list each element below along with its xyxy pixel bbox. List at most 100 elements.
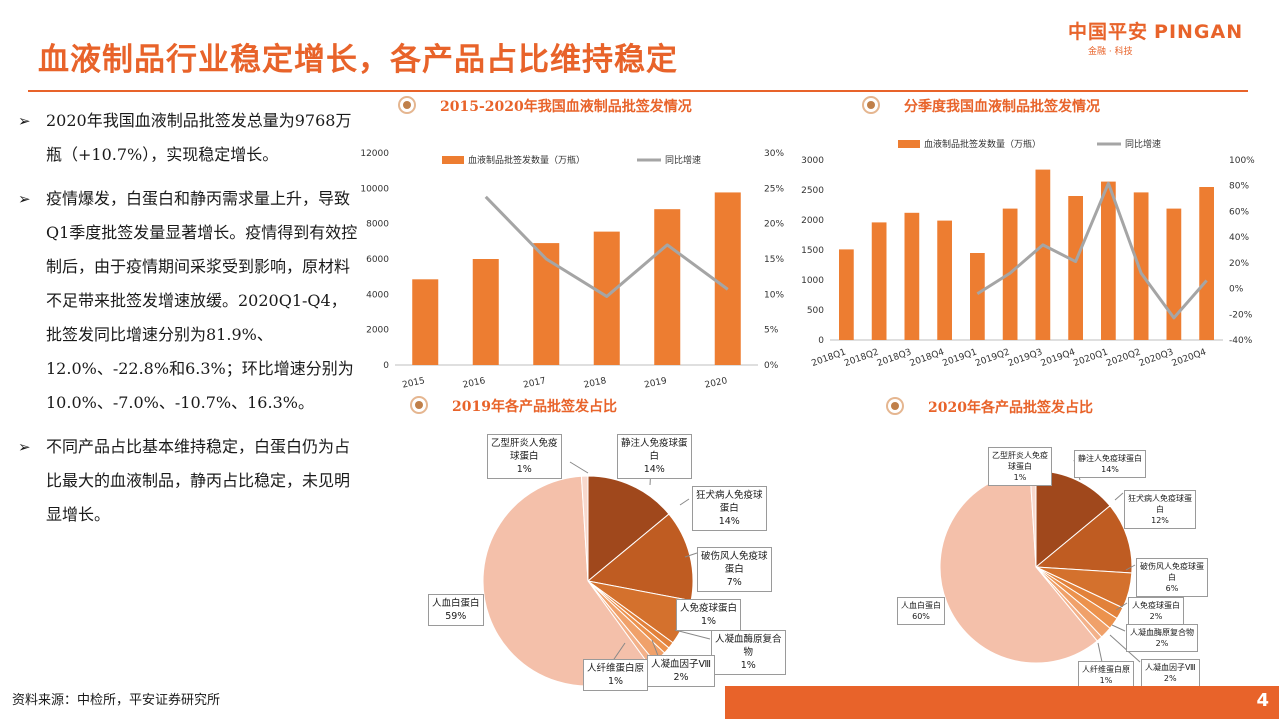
y-left-tick-label: 0 xyxy=(383,361,389,371)
legend-label-line: 同比增速 xyxy=(1125,138,1161,150)
bar xyxy=(1101,181,1116,340)
leader-line xyxy=(1125,564,1136,571)
leader-line xyxy=(1097,642,1103,663)
legend-swatch-bar xyxy=(898,140,920,148)
x-tick-label: 2019Q4 xyxy=(1040,347,1077,369)
x-tick-label: 2019Q3 xyxy=(1007,347,1044,369)
y-right-tick-label: -40% xyxy=(1229,336,1253,346)
y-left-tick-label: 500 xyxy=(807,306,824,316)
bar xyxy=(839,249,854,340)
pie-chart-2019 xyxy=(482,461,711,687)
y-left-tick-label: 12000 xyxy=(360,149,389,159)
y-right-tick-label: 100% xyxy=(1229,156,1255,166)
leader-line xyxy=(679,498,690,506)
x-tick-label: 2020 xyxy=(704,376,729,391)
y-right-tick-label: 80% xyxy=(1229,182,1249,192)
y-left-tick-label: 0 xyxy=(818,336,824,346)
x-tick-label: 2015 xyxy=(401,376,425,391)
pie-slice xyxy=(586,513,694,602)
leader-line xyxy=(1114,492,1124,501)
bullet-text: 疫情爆发，白蛋白和静丙需求量上升，导致Q1季度批签发量显著增长。疫情得到有效控制… xyxy=(46,189,358,412)
x-tick-label: 2018Q3 xyxy=(876,347,913,369)
x-tick-label: 2017 xyxy=(522,376,546,391)
arrow-bullet-icon: ➢ xyxy=(18,190,31,208)
x-tick-label: 2020Q1 xyxy=(1072,347,1109,369)
quarterly-bar-line-chart: 0 500 1000 1500 2000 2500 3000 -40% -20% 0% 20% 40%… xyxy=(801,138,1255,369)
bar xyxy=(533,243,560,365)
chart-marker-icon xyxy=(410,396,428,414)
source-note: 资料来源：中检所，平安证券研究所 xyxy=(12,693,221,708)
callout-rabies-2019: 狂犬病人免疫球 蛋白 14% xyxy=(692,486,767,531)
legend-label-bar: 血液制品批签发数量（万瓶） xyxy=(468,154,585,166)
arrow-bullet-icon: ➢ xyxy=(18,112,31,130)
y-left-tick-label: 2500 xyxy=(801,186,824,196)
bar xyxy=(1166,208,1182,340)
page-number: 4 xyxy=(1256,690,1269,711)
y-left-tick-label: 6000 xyxy=(366,255,389,265)
y-right-tick-label: 30% xyxy=(764,149,784,159)
y-right-tick-label: 40% xyxy=(1229,233,1249,243)
callout-rabies-2020: 狂犬病人免疫球蛋白 12% xyxy=(1124,490,1196,529)
leader-line xyxy=(1111,624,1126,632)
y-right-tick-label: 10% xyxy=(764,290,784,300)
bar xyxy=(904,212,920,340)
bar xyxy=(654,209,681,365)
y-left-tick-label: 2000 xyxy=(801,216,824,226)
y-left-tick-label: 10000 xyxy=(360,184,389,194)
leader-line xyxy=(569,461,589,474)
bullet-text: 2020年我国血液制品批签发总量为9768万瓶（+10.7%），实现稳定增长。 xyxy=(46,111,352,164)
logo-en: PINGAN xyxy=(1154,21,1244,43)
bar xyxy=(871,222,887,340)
callout-pcc-2019: 人凝血酶原复合物 1% xyxy=(711,630,786,675)
y-left-tick-label: 3000 xyxy=(801,156,824,166)
callout-alb-2019: 人血白蛋白 59% xyxy=(428,594,484,626)
arrow-bullet-icon: ➢ xyxy=(18,438,31,456)
leader-line xyxy=(1109,634,1141,663)
bar xyxy=(937,220,952,340)
y-left-tick-label: 8000 xyxy=(366,220,389,230)
bullet-item: ➢ 疫情爆发，白蛋白和静丙需求量上升，导致Q1季度批签发量显著增长。疫情得到有效控… xyxy=(18,182,358,420)
x-tick-label: 2019Q1 xyxy=(941,347,978,369)
leader-line xyxy=(674,629,711,640)
annual-bar-line-chart: 0 2000 4000 6000 8000 10000 12000 0% 5% 10% 15% 20%… xyxy=(360,149,784,391)
callout-hbig-2020: 乙型肝炎人免疫 球蛋白 1% xyxy=(988,447,1052,486)
chart-marker-icon xyxy=(862,96,880,114)
y-left-tick-label: 1500 xyxy=(801,246,824,256)
bar xyxy=(1199,187,1214,340)
callout-ig-2019: 人免疫球蛋白 1% xyxy=(676,599,742,631)
y-left-tick-label: 2000 xyxy=(366,326,389,336)
x-tick-label: 2020Q4 xyxy=(1171,347,1208,369)
x-tick-label: 2018Q4 xyxy=(909,347,946,369)
callout-tetanus-2019: 破伤风人免疫球 蛋白 7% xyxy=(697,547,772,592)
pie-slice xyxy=(580,475,589,582)
title-divider xyxy=(28,90,1248,92)
leader-line xyxy=(684,552,698,558)
callout-tetanus-2020: 破伤风人免疫球蛋白 6% xyxy=(1136,558,1208,597)
chart-marker-icon xyxy=(886,397,904,415)
growth-rate-line xyxy=(976,181,1208,320)
growth-rate-line xyxy=(484,195,729,298)
bullet-item: ➢ 2020年我国血液制品批签发总量为9768万瓶（+10.7%），实现稳定增长。 xyxy=(18,104,358,172)
chart-title-annual: 2015-2020年我国血液制品批签发情况 xyxy=(398,96,692,116)
x-tick-label: 2019Q2 xyxy=(974,347,1011,369)
x-tick-label: 2019 xyxy=(643,376,668,391)
x-tick-label: 2020Q3 xyxy=(1138,347,1175,369)
y-right-tick-label: 0% xyxy=(1229,285,1244,295)
y-right-tick-label: 15% xyxy=(764,255,784,265)
bullet-list: ➢ 2020年我国血液制品批签发总量为9768万瓶（+10.7%），实现稳定增长。… xyxy=(18,104,358,542)
callout-fib-2019: 人纤维蛋白原 1% xyxy=(583,659,649,691)
pingan-logo: 中国平安 PINGAN 金融 · 科技 xyxy=(1068,17,1244,57)
bar xyxy=(1133,192,1149,340)
bar xyxy=(1068,196,1083,340)
bullet-text: 不同产品占比基本维持稳定，白蛋白仍为占比最大的血液制品，静丙占比稳定，未见明显增… xyxy=(46,437,351,524)
x-tick-label: 2018Q1 xyxy=(810,347,847,369)
legend-label-bar: 血液制品批签发数量（万瓶） xyxy=(924,138,1041,150)
pie-slice xyxy=(939,470,1098,664)
footer-bar: 4 xyxy=(725,686,1279,719)
callout-fib-2020: 人纤维蛋白原 1% xyxy=(1078,661,1134,689)
chart-title-quarterly: 分季度我国血液制品批签发情况 xyxy=(862,96,1100,116)
x-tick-label: 2016 xyxy=(462,376,487,391)
bar xyxy=(970,253,985,340)
callout-alb-2020: 人血白蛋白 60% xyxy=(897,597,945,625)
bar xyxy=(714,192,741,365)
